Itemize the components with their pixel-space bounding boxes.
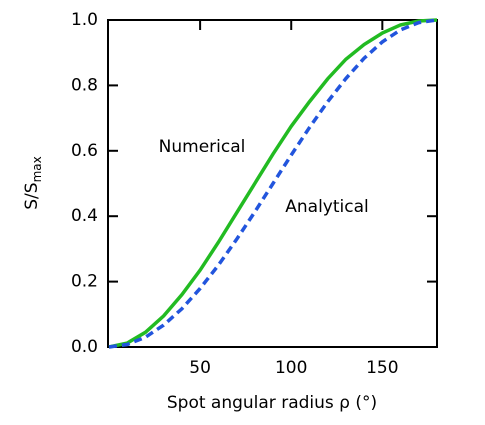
y-tick-label: 1.0 [71, 10, 98, 30]
series-label: Analytical [285, 197, 368, 217]
y-tick-label: 0.8 [71, 75, 98, 95]
x-tick-label: 50 [189, 358, 211, 378]
y-tick-label: 0.2 [71, 272, 98, 292]
y-axis-label: S/Smax [22, 156, 44, 209]
x-tick-label: 150 [366, 358, 398, 378]
y-tick-label: 0.0 [71, 337, 98, 357]
y-axis-label-sub: max [30, 156, 44, 182]
x-tick-label: 100 [275, 358, 307, 378]
series-label: Numerical [159, 137, 246, 157]
y-tick-label: 0.4 [71, 206, 98, 226]
series-line [108, 18, 438, 349]
plot-frame [107, 19, 438, 348]
x-axis-label: Spot angular radius ρ (°) [167, 393, 377, 413]
y-tick-label: 0.6 [71, 141, 98, 161]
series-line [108, 18, 438, 349]
y-axis-label-main: S/S [22, 182, 42, 209]
